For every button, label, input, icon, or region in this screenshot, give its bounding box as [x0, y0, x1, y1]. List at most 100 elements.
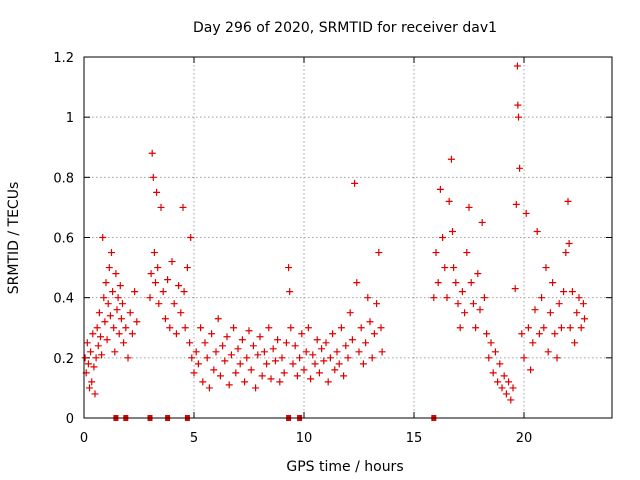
data-point — [544, 348, 552, 356]
data-point — [507, 396, 515, 404]
data-point — [84, 360, 92, 368]
data-point — [225, 381, 233, 389]
data-point — [505, 378, 513, 386]
data-point — [472, 324, 480, 332]
data-point — [116, 282, 124, 290]
data-point — [432, 249, 440, 257]
data-point — [188, 354, 196, 362]
data-point — [212, 348, 220, 356]
data-point — [166, 324, 174, 332]
data-point — [104, 300, 112, 308]
data-point — [324, 378, 332, 386]
data-point — [500, 372, 508, 380]
data-point — [114, 294, 122, 302]
data-point — [318, 345, 326, 353]
data-point — [434, 279, 442, 287]
data-point — [205, 384, 213, 392]
data-point — [564, 197, 572, 205]
data-point — [88, 378, 96, 386]
data-point — [105, 264, 113, 272]
data-point — [522, 209, 530, 217]
data-point — [331, 366, 339, 374]
data-point — [147, 270, 155, 278]
data-point — [553, 354, 561, 362]
data-point — [531, 306, 539, 314]
data-point — [293, 372, 301, 380]
data-point — [100, 294, 108, 302]
data-point — [298, 330, 306, 338]
data-points — [81, 62, 588, 404]
data-point — [527, 366, 535, 374]
data-point — [106, 312, 114, 320]
data-point — [190, 369, 198, 377]
data-point — [155, 300, 163, 308]
data-point — [375, 249, 383, 257]
data-point — [175, 282, 183, 290]
data-point — [89, 330, 97, 338]
data-point — [551, 330, 559, 338]
data-point — [234, 345, 242, 353]
data-point — [443, 294, 451, 302]
data-point — [496, 360, 504, 368]
data-point — [115, 330, 123, 338]
data-point — [216, 372, 224, 380]
data-point — [571, 339, 579, 347]
plot-frame — [83, 56, 613, 419]
chart-title: Day 296 of 2020, SRMTID for receiver dav… — [193, 20, 497, 36]
data-point — [101, 318, 109, 326]
data-point — [221, 357, 229, 365]
data-point — [533, 227, 541, 235]
data-point — [177, 309, 185, 317]
data-point — [315, 369, 323, 377]
data-point — [509, 384, 517, 392]
data-point — [366, 318, 374, 326]
data-point — [133, 318, 141, 326]
data-point — [149, 173, 157, 181]
data-point — [579, 300, 587, 308]
data-point — [186, 339, 194, 347]
data-point — [90, 363, 98, 371]
data-point — [491, 348, 499, 356]
data-point — [282, 339, 290, 347]
data-point — [474, 270, 482, 278]
data-point — [450, 264, 458, 272]
data-point — [359, 360, 367, 368]
data-point — [520, 354, 528, 362]
data-point — [436, 185, 444, 193]
data-point — [131, 288, 139, 296]
data-point — [203, 354, 211, 362]
data-point — [364, 294, 372, 302]
data-point — [280, 369, 288, 377]
data-point — [92, 354, 100, 362]
y-tick-label: 1.2 — [53, 51, 74, 66]
y-tick-label: 0 — [66, 412, 74, 427]
data-point — [208, 330, 216, 338]
data-point — [430, 294, 438, 302]
data-point — [485, 354, 493, 362]
data-point — [449, 227, 456, 235]
data-point — [148, 149, 156, 157]
data-point — [502, 390, 510, 398]
data-point — [546, 309, 554, 317]
data-point — [524, 324, 532, 332]
data-point — [296, 354, 304, 362]
data-point — [236, 360, 244, 368]
data-point — [120, 339, 128, 347]
data-point — [511, 285, 519, 293]
data-point — [289, 360, 297, 368]
data-point — [498, 384, 506, 392]
data-point — [439, 234, 447, 241]
data-point — [487, 339, 495, 347]
data-point — [538, 294, 546, 302]
data-point — [97, 333, 104, 341]
data-point — [93, 324, 101, 332]
data-point — [340, 372, 348, 380]
data-point — [128, 330, 136, 338]
data-point — [307, 375, 315, 383]
y-axis-label: SRMTID / TECUs — [6, 182, 22, 295]
data-point — [111, 348, 119, 356]
data-point — [322, 339, 330, 347]
data-point — [98, 351, 106, 359]
data-point — [157, 203, 165, 211]
data-point — [467, 279, 475, 287]
